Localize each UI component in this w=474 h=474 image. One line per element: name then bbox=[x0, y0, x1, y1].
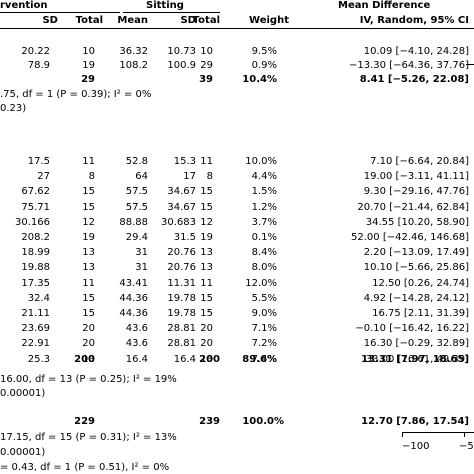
col-header-weight: Weight bbox=[249, 15, 289, 26]
col-header-sd1: SD bbox=[42, 15, 58, 26]
heterogeneity-text: 16.00, df = 13 (P = 0.25); I² = 19% bbox=[0, 374, 177, 385]
col-header-total2: Total bbox=[192, 15, 220, 26]
x-axis-tick bbox=[464, 432, 465, 437]
x-axis-line bbox=[402, 432, 474, 433]
header-bottom-rule bbox=[0, 28, 474, 29]
subgroup-differences-text: = 0.43, df = 1 (P = 0.51), I² = 0% bbox=[0, 462, 170, 473]
col-header-ci: IV, Random, 95% CI bbox=[359, 15, 469, 26]
mean-difference-header: Mean Difference bbox=[338, 0, 431, 11]
overall-effect-text: 0.00001) bbox=[0, 388, 46, 399]
intervention-header-rule bbox=[0, 12, 120, 13]
heterogeneity-text: .75, df = 1 (P = 0.39); I² = 0% bbox=[0, 89, 152, 100]
col-header-sd2: SD bbox=[180, 15, 196, 26]
ci-line bbox=[466, 64, 474, 65]
total-effect-text: 0.00001) bbox=[0, 447, 46, 458]
sitting-header-rule bbox=[123, 12, 220, 13]
intervention-group-header: rvention bbox=[0, 0, 48, 11]
overall-effect-text: 0.23) bbox=[0, 103, 27, 114]
col-header-total1: Total bbox=[75, 15, 103, 26]
x-axis-tick-label: −100 bbox=[402, 441, 430, 452]
sitting-group-header: Sitting bbox=[146, 0, 184, 11]
x-axis-tick-label: −5( bbox=[459, 441, 474, 452]
col-header-mean2: Mean bbox=[117, 15, 148, 26]
x-axis-tick bbox=[402, 432, 403, 437]
total-heterogeneity-text: 17.15, df = 15 (P = 0.31); I² = 13% bbox=[0, 432, 177, 443]
